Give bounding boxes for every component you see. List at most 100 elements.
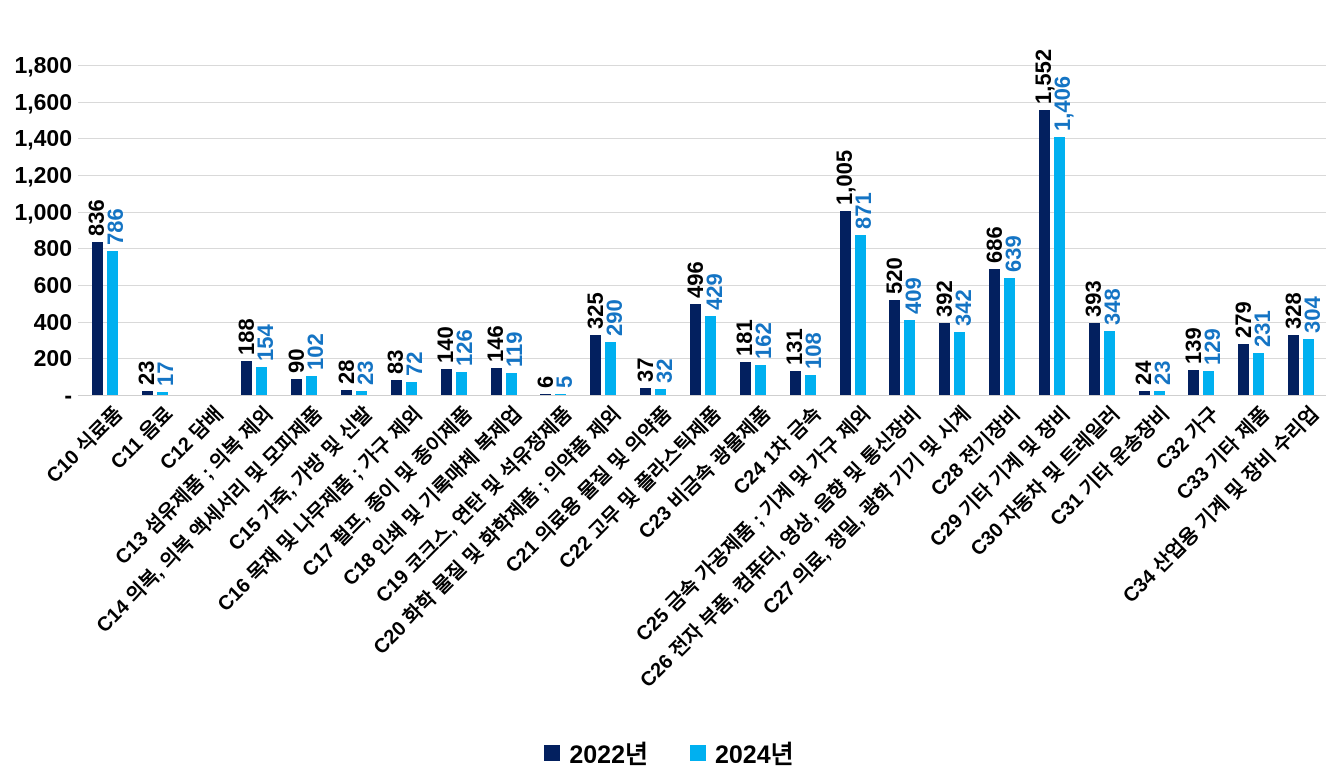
bar-2024-cat17[interactable] (954, 332, 966, 395)
y-tick-label: 1,600 (14, 88, 72, 115)
value-label-2024: 231 (1249, 309, 1275, 347)
bar-2022-cat5[interactable] (341, 389, 353, 395)
legend-swatch-2022-icon (544, 745, 561, 761)
value-label-2024: 304 (1299, 296, 1325, 334)
legend: 2022년 2024년 (0, 735, 1338, 771)
value-label-2024: 32 (651, 358, 677, 384)
gridline (78, 358, 1326, 360)
legend-swatch-2024-icon (690, 745, 706, 761)
y-tick-label: 200 (33, 345, 72, 372)
value-label-2024: 129 (1199, 328, 1225, 366)
bar-2022-cat18[interactable] (989, 269, 1001, 395)
bar-2024-cat5[interactable] (356, 390, 368, 395)
value-label-2024: 162 (751, 322, 777, 360)
y-tick-label: - (64, 382, 72, 408)
value-label-2024: 290 (601, 299, 627, 336)
bar-2022-cat6[interactable] (390, 379, 402, 395)
x-category-label: C10 식료품 (43, 403, 128, 488)
bar-2024-cat22[interactable] (1203, 371, 1215, 395)
bar-2022-cat22[interactable] (1188, 369, 1200, 395)
value-label-2024: 639 (1000, 235, 1026, 272)
y-tick-label: 800 (33, 235, 72, 262)
bar-2024-cat10[interactable] (605, 341, 617, 395)
value-label-2024: 348 (1100, 288, 1126, 326)
bar-2024-cat19[interactable] (1053, 137, 1065, 395)
bar-2022-cat17[interactable] (939, 323, 951, 395)
value-label-2024: 786 (103, 208, 129, 245)
bar-2024-cat1[interactable] (156, 391, 168, 395)
legend-item-2024[interactable]: 2024년 (690, 735, 794, 771)
value-label-2024: 108 (801, 332, 827, 370)
gridline (78, 211, 1326, 213)
value-label-2024: 23 (352, 360, 378, 385)
bar-2024-cat7[interactable] (455, 371, 467, 395)
bar-2022-cat19[interactable] (1038, 110, 1050, 395)
value-label-2024: 126 (452, 329, 478, 366)
bar-2024-cat0[interactable] (106, 250, 118, 395)
y-tick-label: 1,000 (14, 198, 72, 225)
gridline (78, 138, 1326, 140)
gridline (78, 101, 1326, 103)
y-tick-label: 1,800 (14, 52, 72, 78)
bar-2024-cat21[interactable] (1153, 390, 1165, 395)
bar-2022-cat14[interactable] (789, 370, 801, 395)
gridline (78, 175, 1326, 176)
bar-2024-cat16[interactable] (904, 320, 916, 395)
y-tick-label: 1,200 (14, 162, 72, 188)
value-label-2024: 23 (1150, 360, 1176, 385)
legend-item-2022[interactable]: 2022년 (544, 735, 648, 771)
gridline (78, 65, 1326, 66)
bar-2022-cat20[interactable] (1088, 322, 1100, 395)
bar-2022-cat11[interactable] (640, 388, 652, 395)
bar-2024-cat13[interactable] (754, 365, 766, 395)
bar-2022-cat7[interactable] (440, 369, 452, 395)
bar-2022-cat23[interactable] (1238, 343, 1250, 395)
y-tick-label: 1,400 (14, 125, 72, 152)
bar-2024-cat12[interactable] (705, 316, 716, 395)
value-label-2024: 17 (153, 361, 179, 386)
gridline (78, 321, 1326, 323)
value-label-2024: 1,406 (1050, 76, 1076, 132)
bar-2022-cat16[interactable] (889, 299, 901, 395)
bar-2024-cat20[interactable] (1103, 331, 1115, 395)
bar-2024-cat11[interactable] (655, 389, 667, 395)
bar-2022-cat13[interactable] (739, 361, 751, 395)
bar-2022-cat8[interactable] (490, 368, 502, 395)
bar-2024-cat23[interactable] (1253, 352, 1265, 395)
bar-2024-cat24[interactable] (1303, 339, 1315, 395)
gridline (78, 285, 1326, 286)
value-label-2024: 409 (900, 277, 926, 315)
value-label-2024: 5 (551, 375, 577, 388)
bar-2024-cat3[interactable] (256, 366, 268, 395)
bar-2022-cat10[interactable] (590, 335, 602, 395)
bar-2024-cat4[interactable] (306, 376, 318, 395)
value-label-2024: 342 (950, 289, 976, 327)
x-axis-line (78, 395, 1326, 396)
value-label-2024: 119 (502, 331, 528, 368)
bar-2022-cat3[interactable] (241, 360, 253, 395)
bar-2022-cat12[interactable] (690, 304, 701, 395)
bar-2024-cat15[interactable] (854, 235, 866, 395)
bar-2024-cat14[interactable] (804, 375, 816, 395)
bar-2024-cat8[interactable] (505, 373, 517, 395)
legend-label-2022: 2022년 (569, 741, 648, 769)
bar-2022-cat1[interactable] (141, 390, 153, 395)
bar-2022-cat24[interactable] (1288, 334, 1300, 395)
bar-2024-cat6[interactable] (405, 381, 417, 395)
value-label-2024: 72 (402, 351, 428, 376)
bar-2022-cat15[interactable] (839, 210, 851, 395)
value-label-2024: 102 (302, 333, 328, 371)
value-label-2024: 429 (701, 273, 727, 311)
bar-2022-cat0[interactable] (91, 241, 103, 395)
value-label-2024: 871 (851, 192, 877, 230)
bar-2022-cat9[interactable] (540, 393, 552, 395)
legend-label-2024: 2024년 (715, 741, 794, 769)
bar-2022-cat4[interactable] (291, 378, 303, 395)
y-tick-label: 600 (33, 272, 72, 298)
bar-2024-cat18[interactable] (1004, 277, 1016, 395)
value-label-2024: 154 (252, 324, 278, 361)
bar-2022-cat21[interactable] (1138, 390, 1150, 395)
bar-2024-cat9[interactable] (555, 394, 567, 395)
y-tick-label: 400 (33, 308, 72, 335)
